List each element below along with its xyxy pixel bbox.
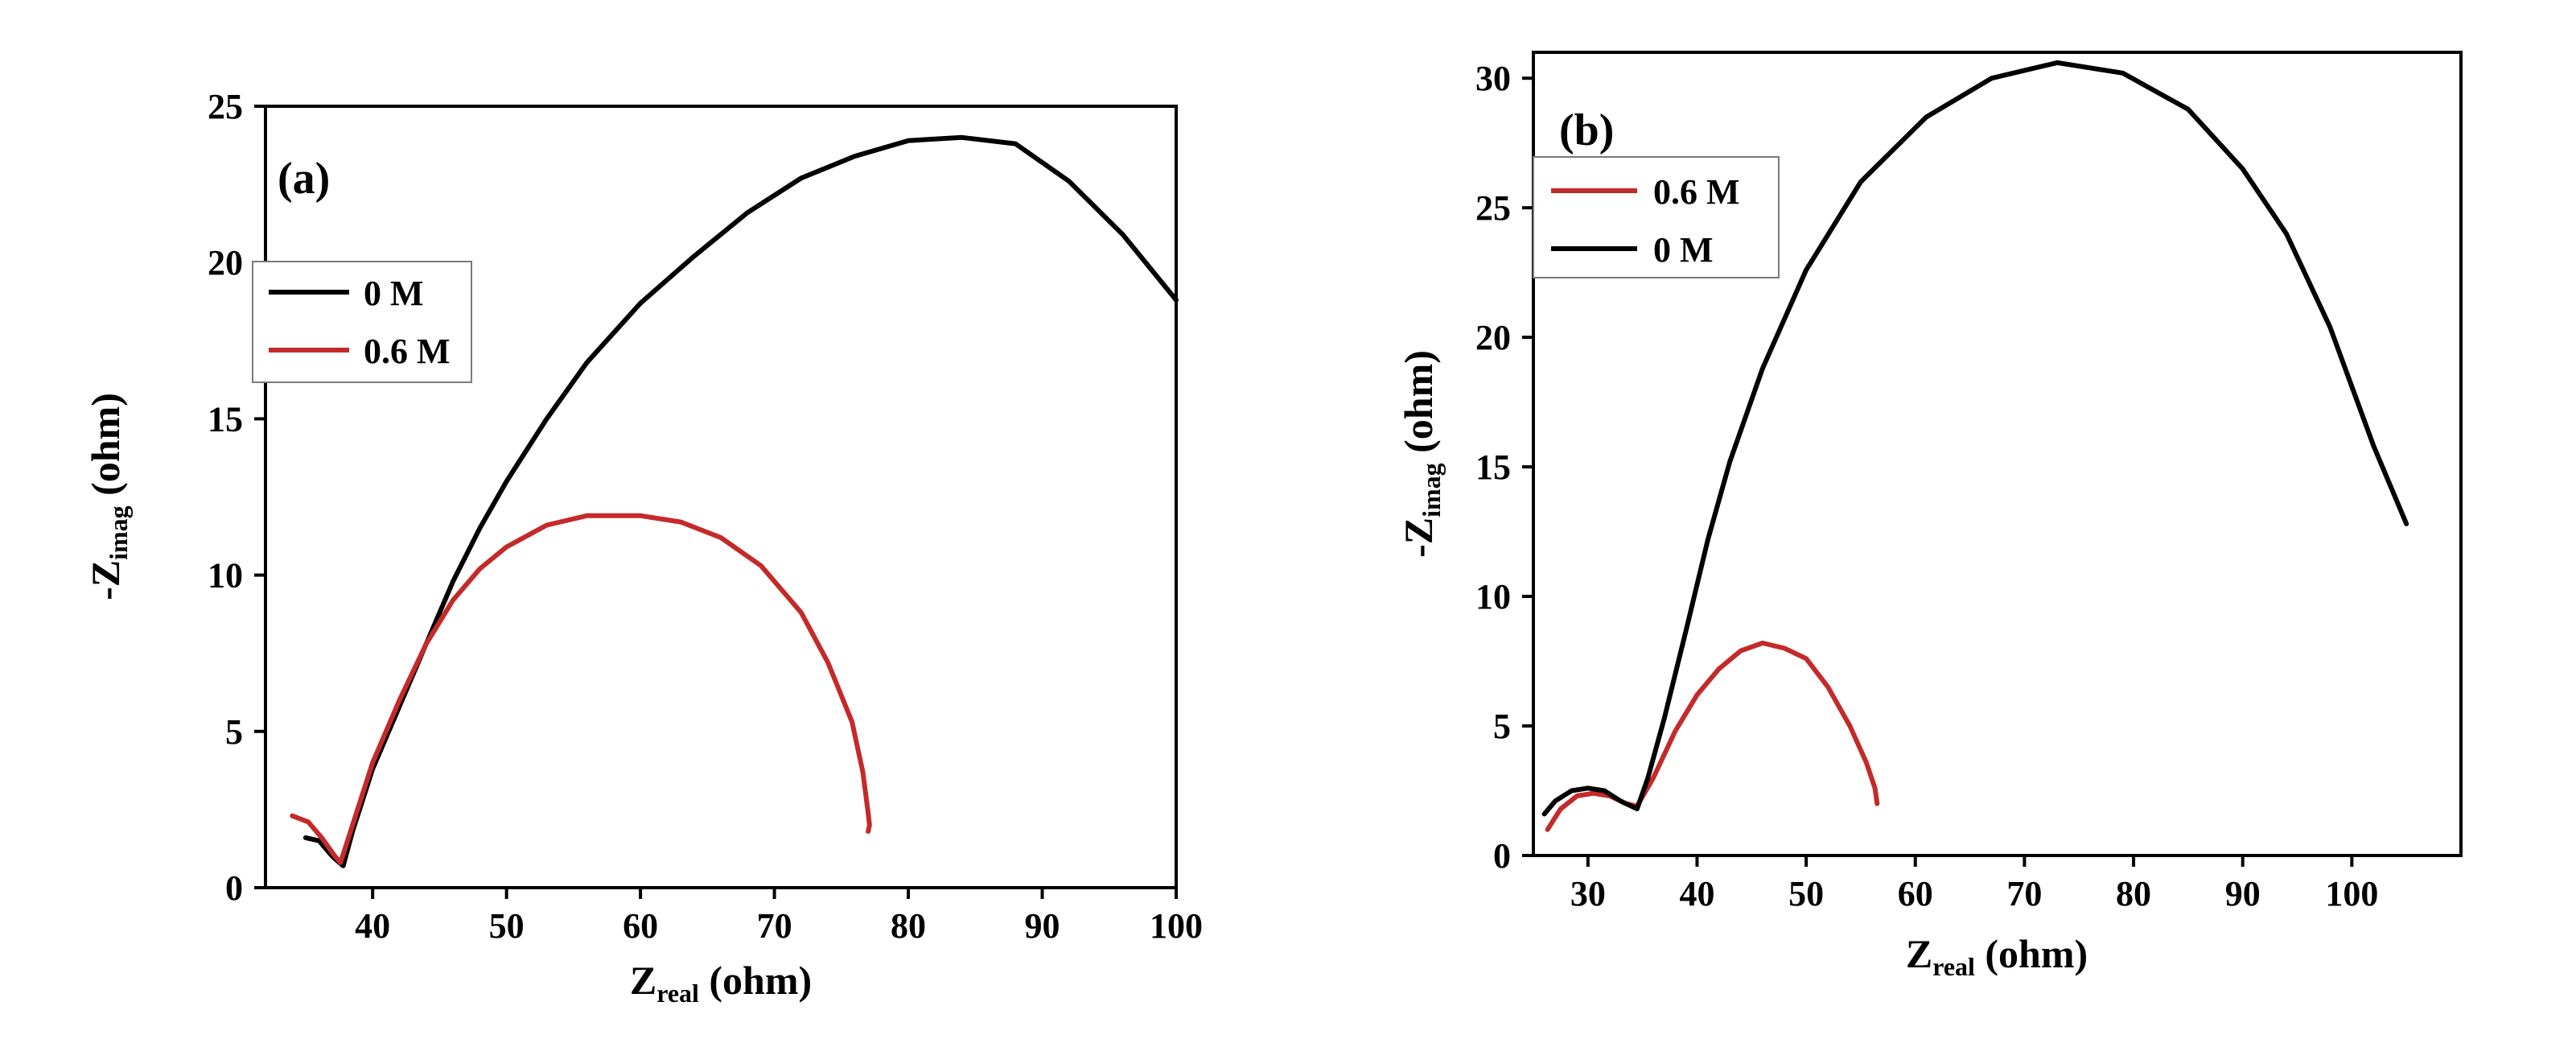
legend-box-b <box>1533 156 1780 278</box>
x-tick-label: 60 <box>623 906 658 946</box>
ticks-b: 30 40 50 60 70 80 90 100 0 5 10 15 20 25 30 <box>1475 59 2378 913</box>
x-tick-label: 90 <box>2225 874 2261 913</box>
y-tick-label: 5 <box>1493 707 1511 746</box>
y-axis-title-b: -Zimag (ohm) <box>1396 350 1446 558</box>
x-tick-label: 30 <box>1570 874 1606 913</box>
legend-label-06m-a: 0.6 M <box>364 332 451 371</box>
legend-b: 0.6 M 0 M <box>1533 156 1780 278</box>
legend-label-06m-b: 0.6 M <box>1653 172 1740 212</box>
y-tick-label: 10 <box>1475 577 1511 616</box>
y-tick-label: 20 <box>208 243 243 282</box>
panel-label-a: (a) <box>278 154 330 204</box>
y-tick-label: 0 <box>225 868 243 908</box>
x-tick-label: 80 <box>891 906 926 946</box>
x-tick-label: 90 <box>1025 906 1060 946</box>
y-tick-label: 10 <box>208 556 243 596</box>
plot-area-a <box>290 134 1179 868</box>
y-tick-label: 5 <box>225 712 243 752</box>
legend-box-a <box>252 261 472 383</box>
x-tick-label: 70 <box>2006 874 2042 913</box>
y-tick-label: 30 <box>1475 59 1511 98</box>
chart-panel-b: 30 40 50 60 70 80 90 100 0 5 10 15 20 25 30 (b) 0.6 M … <box>1396 51 2463 981</box>
legend-a: 0 M 0.6 M <box>252 261 472 383</box>
y-tick-label: 25 <box>1475 188 1511 228</box>
y-tick-label: 25 <box>208 87 243 126</box>
y-tick-label: 20 <box>1475 318 1511 357</box>
x-tick-label: 80 <box>2116 874 2151 913</box>
x-tick-label: 50 <box>489 906 525 946</box>
panel-label-b: (b) <box>1559 105 1614 155</box>
x-tick-label: 100 <box>2325 874 2378 913</box>
ticks-a: 40 50 60 70 80 90 100 0 5 10 15 20 25 <box>208 87 1203 946</box>
x-axis-title-b: Zreal (ohm) <box>1906 931 2088 981</box>
series-line-06mm-a <box>290 513 872 865</box>
legend-label-0m-a: 0 M <box>364 274 424 313</box>
plot-frame-b <box>1532 51 2463 857</box>
plot-frame-a <box>264 105 1178 889</box>
y-axis-title-a: -Zimag (ohm) <box>83 393 133 600</box>
plot-area-b <box>1541 60 2409 832</box>
x-tick-label: 60 <box>1898 874 1933 913</box>
y-tick-label: 15 <box>1475 447 1511 487</box>
y-tick-label: 0 <box>1493 836 1511 876</box>
series-line-06mm-b <box>1545 641 1880 832</box>
legend-label-0m-b: 0 M <box>1653 230 1714 270</box>
x-axis-title-a: Zreal (ohm) <box>630 958 812 1008</box>
x-tick-label: 70 <box>757 906 792 946</box>
y-tick-label: 15 <box>208 399 243 439</box>
x-tick-label: 50 <box>1788 874 1824 913</box>
x-tick-label: 100 <box>1150 906 1203 946</box>
series-line-0mm-b <box>1541 60 2409 817</box>
x-tick-label: 40 <box>1679 874 1714 913</box>
x-tick-label: 40 <box>355 906 390 946</box>
